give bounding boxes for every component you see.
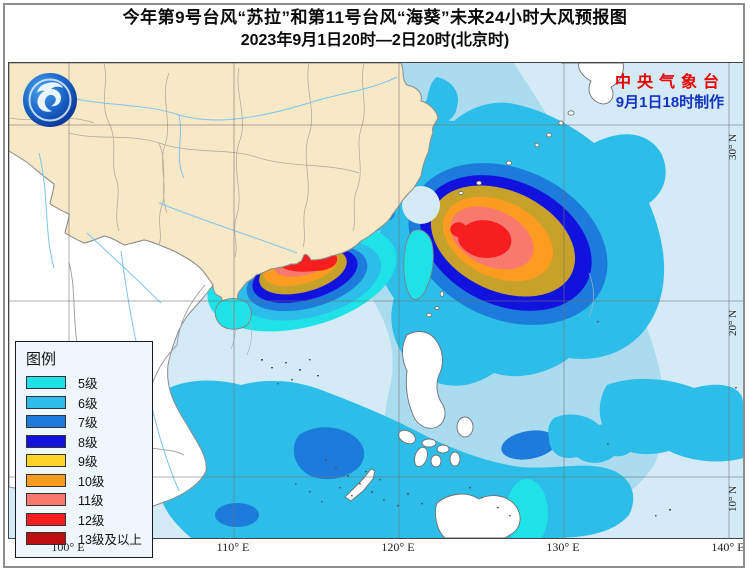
luzon-island [402, 331, 446, 429]
islands [214, 63, 624, 538]
visayas-island-3 [430, 454, 442, 468]
legend-row: 12级 [26, 510, 144, 530]
ryukyu-island-5 [505, 160, 513, 166]
ryukyu-island-4 [534, 142, 540, 148]
batanes-island [439, 291, 445, 297]
wind-field-layers [150, 77, 743, 538]
legend-swatch [26, 532, 66, 546]
ryukyu-island-6 [476, 180, 482, 186]
babuyan-island-2 [434, 305, 440, 311]
issuer-watermark: 中央气象台 9月1日18时制作 [615, 73, 725, 113]
legend-rows: 5级 6级 7级 8级 9级 10级 11级 12级 13级及以上 [26, 373, 144, 549]
longitude-label: 110° E [216, 540, 250, 554]
legend-swatch [26, 512, 66, 526]
babuyan-island-1 [426, 312, 432, 318]
legend-row: 7级 [26, 412, 144, 432]
title-line-1: 今年第9号台风“苏拉”和第11号台风“海葵”未来24小时大风预报图 [122, 8, 628, 27]
mindanao-island [434, 493, 521, 538]
longitude-label: 140° E [711, 540, 745, 554]
wind-region-level7-south-c [215, 503, 259, 527]
legend-swatch [26, 415, 66, 429]
legend-swatch [26, 434, 66, 448]
legend-label: 5级 [78, 377, 98, 392]
reef-specks [230, 272, 737, 517]
wind-region-level6-southeast-b [548, 414, 636, 463]
visayas-island-4 [449, 451, 461, 467]
legend-swatch [26, 454, 66, 468]
sea-gap-northwest-taiwan [402, 186, 440, 224]
legend-box: 图例 5级 6级 7级 8级 9级 10级 11级 12级 13级及以上 [15, 341, 153, 558]
kyushu-island [561, 63, 624, 105]
cma-logo-icon [23, 73, 77, 127]
wind-region-level7-south-a [293, 427, 365, 480]
map-title: 今年第9号台风“苏拉”和第11号台风“海葵”未来24小时大风预报图 2023年9… [0, 6, 750, 52]
wind-core-east-12 [450, 220, 512, 258]
ryukyu-island-2 [558, 120, 564, 126]
wind-region-level7-south-b [501, 430, 557, 460]
map-canvas: 中央气象台 9月1日18时制作 图例 5级 6级 7级 8级 9级 10级 11级 12级 13… [8, 62, 744, 558]
legend-label: 8级 [78, 435, 98, 450]
legend-swatch [26, 493, 66, 507]
longitude-label: 100° E [51, 540, 85, 554]
latitude-label: 30° N [727, 133, 739, 161]
legend-label: 13级及以上 [78, 533, 142, 548]
legend-swatch [26, 473, 66, 487]
legend-label: 7级 [78, 416, 98, 431]
legend-title: 图例 [26, 351, 57, 368]
legend-row: 9级 [26, 451, 144, 471]
longitude-label: 120° E [381, 540, 415, 554]
legend-row: 13级及以上 [26, 529, 144, 549]
legend-row: 10级 [26, 471, 144, 491]
longitude-label: 130° E [546, 540, 580, 554]
legend-row: 6级 [26, 393, 144, 413]
samar-island [456, 416, 474, 438]
legend-label: 12级 [78, 513, 105, 528]
hainan-island [214, 298, 252, 330]
taiwan-island [403, 229, 434, 300]
legend-label: 10级 [78, 474, 105, 489]
wind-region-level6-southeast-a [599, 378, 743, 462]
title-line-2: 2023年9月1日20时—2日20时(北京时) [240, 32, 510, 49]
ryukyu-island-7 [458, 190, 464, 196]
agency-name: 中央气象台 [614, 74, 725, 91]
negros-island [414, 446, 428, 468]
legend-label: 11级 [78, 494, 104, 509]
legend-swatch [26, 395, 66, 409]
ryukyu-island-3 [546, 132, 552, 138]
ryukyu-island-1 [567, 110, 575, 116]
rivers [38, 76, 398, 492]
legend-row: 11级 [26, 490, 144, 510]
legend-row: 8级 [26, 432, 144, 452]
map-svg [9, 63, 743, 538]
visayas-island-1 [421, 438, 437, 448]
legend-swatch [26, 376, 66, 390]
latitude-label: 10° N [727, 485, 739, 513]
legend-row: 5级 [26, 373, 144, 393]
legend-label: 9级 [78, 455, 98, 470]
legend-label: 6级 [78, 396, 98, 411]
latitude-label: 20° N [727, 309, 739, 337]
visayas-island-2 [436, 444, 450, 454]
issue-time: 9月1日18时制作 [615, 94, 725, 111]
